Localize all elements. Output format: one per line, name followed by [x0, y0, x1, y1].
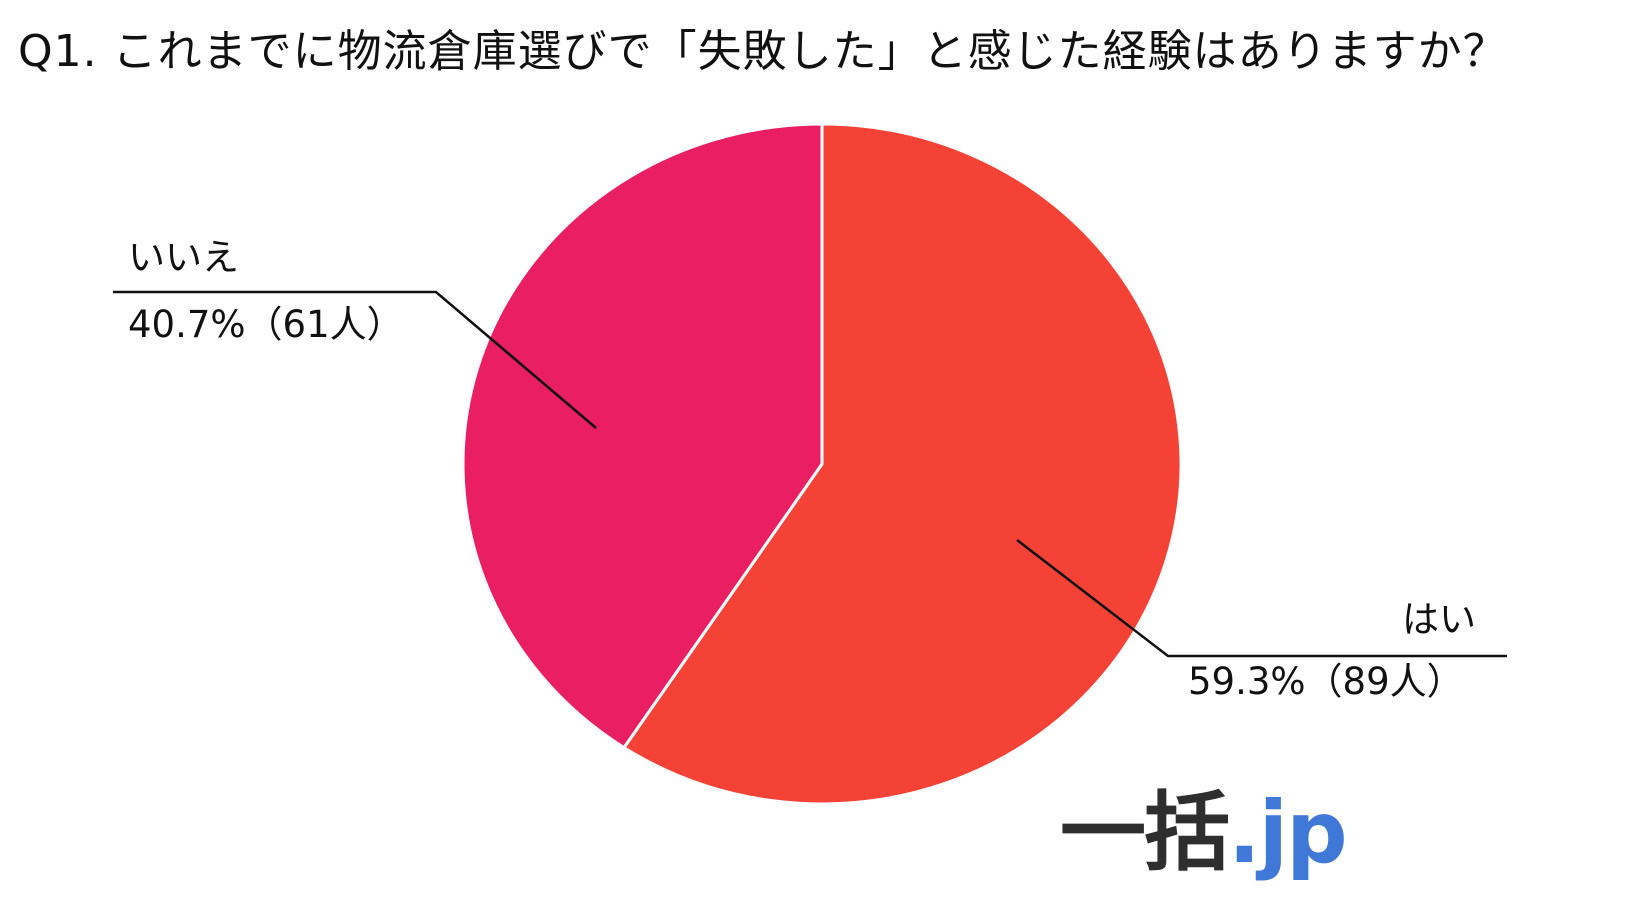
pie-slice-yes: [621, 122, 1183, 806]
logo-tld-text: .jp: [1228, 783, 1348, 883]
pie-slice-no: [461, 122, 824, 750]
site-logo: 一括.jp: [1060, 783, 1348, 883]
logo-main-text: 一括: [1060, 783, 1230, 883]
leader-line-yes: [1016, 539, 1507, 658]
chart-title: Q1. これまでに物流倉庫選びで「失敗した」と感じた経験はありますか？: [18, 26, 1508, 77]
slice-value-no: 40.7%（61人）: [128, 303, 404, 346]
slice-label-yes: はい: [1402, 598, 1476, 641]
leader-line-no: [113, 290, 597, 429]
slice-label-no: いいえ: [128, 236, 239, 279]
slice-value-yes: 59.3%（89人）: [1188, 660, 1464, 703]
